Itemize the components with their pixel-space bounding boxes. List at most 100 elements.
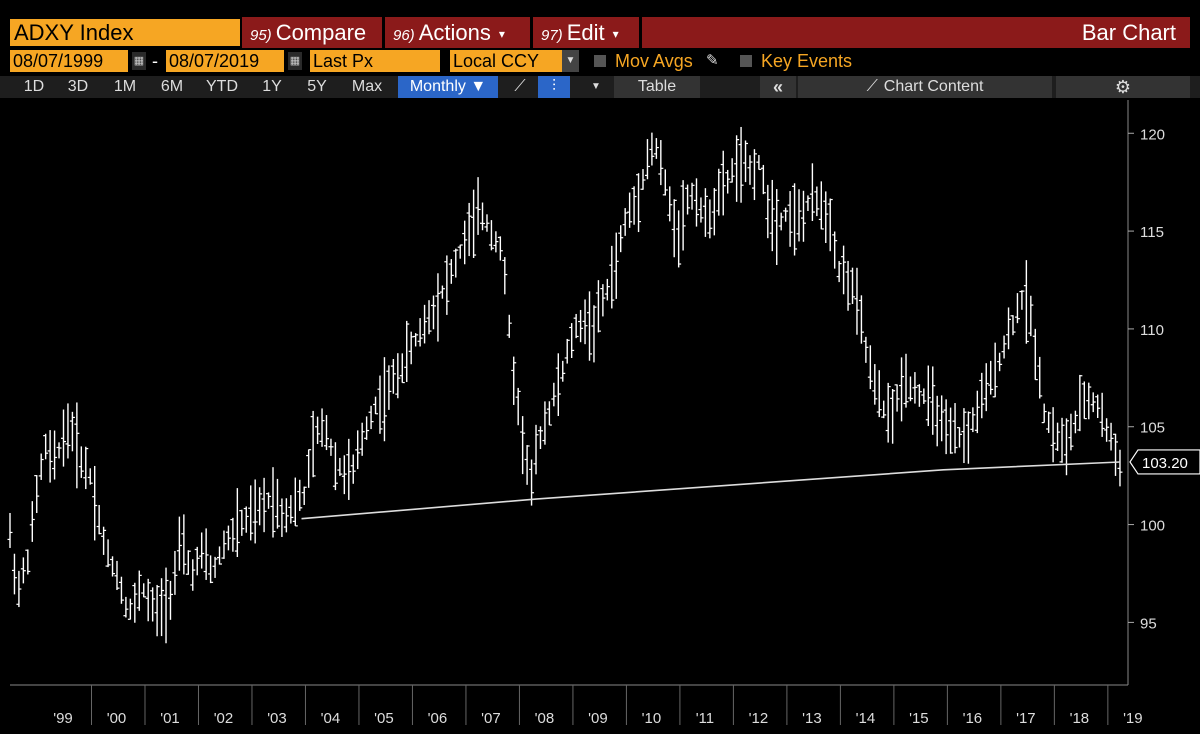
ohlc-bar [399,353,405,384]
ohlc-bar [221,530,227,559]
edit-button[interactable]: 97) Edit ▾ [533,17,639,48]
ohlc-bar [867,345,873,390]
compare-button[interactable]: 95) Compare [242,17,382,48]
ohlc-bar [876,370,882,418]
ohlc-bar [1010,315,1016,336]
range-1m-button[interactable]: 1M [113,78,137,95]
ohlc-bar [315,416,321,444]
pencil-icon[interactable]: ✎ [706,52,719,69]
collapse-icon[interactable]: « [760,76,796,98]
chevron-down-icon: ▾ [498,26,505,41]
ohlc-bar [609,245,615,309]
chevron-down-icon[interactable]: ▼ [562,50,579,72]
actions-button[interactable]: 96) Actions ▾ [385,17,530,48]
range-1y-button[interactable]: 1Y [262,78,282,95]
ohlc-bar [439,285,445,299]
ohlc-bar [20,557,26,584]
ohlc-bar [578,309,584,343]
edit-label: Edit [566,20,605,45]
ohlc-bar [52,430,58,480]
range-3d-button[interactable]: 3D [67,78,89,95]
ohlc-bar [560,360,566,382]
ohlc-bar [1090,392,1096,413]
ohlc-bar [707,199,713,239]
ohlc-bar [814,186,820,217]
ohlc-bar [533,424,539,475]
y-tick-label: 115 [1140,224,1164,241]
ohlc-bar [323,415,329,451]
calendar-icon[interactable]: ▦ [288,52,302,70]
ohlc-bar [1081,381,1087,420]
ohlc-bar [332,442,338,491]
ohlc-bar [836,261,842,283]
ohlc-bar [997,352,1003,372]
ohlc-bar [364,416,370,440]
range-1d-button[interactable]: 1D [23,78,45,95]
ohlc-bar [426,300,432,335]
ohlc-bar [787,191,793,247]
ohlc-bar [288,495,294,524]
x-tick-label: '99 [53,710,73,727]
ohlc-bar [1032,328,1038,381]
ohlc-bar [248,485,254,541]
x-tick-label: '14 [856,710,876,727]
mov-avgs-checkbox[interactable] [594,55,606,67]
x-tick-label: '03 [267,710,287,727]
ohlc-bar [1041,403,1047,424]
range-max-button[interactable]: Max [351,78,383,95]
ohlc-bar [199,532,205,569]
ohlc-bar [569,323,575,358]
ohlc-bar [261,477,267,533]
ohlc-bar [640,169,646,190]
last-value-label: 103.20 [1129,449,1200,475]
currency-select[interactable]: Local CCY [450,50,562,72]
key-events-checkbox[interactable] [740,55,752,67]
ohlc-bar [529,459,535,506]
price-field-select[interactable]: Last Px [310,50,440,72]
ohlc-bar [47,430,53,483]
ohlc-bar [537,426,543,450]
ohlc-bar [636,173,642,233]
ohlc-bar [974,390,980,434]
mov-avgs-label: Mov Avgs [615,51,693,71]
periodicity-select[interactable]: Monthly ▼ [398,76,498,98]
x-tick-label: '17 [1016,710,1036,727]
ohlc-bar [653,138,659,159]
ohlc-bar [448,259,454,284]
x-tick-label: '06 [428,710,448,727]
line-chart-icon[interactable]: ⟋ [514,78,526,95]
ohlc-bar [1104,418,1110,442]
ohlc-bar [769,179,775,252]
ohlc-bar [78,446,84,478]
range-ytd-button[interactable]: YTD [206,78,238,95]
chart-content-label: Chart Content [883,78,984,95]
ohlc-bar [631,186,637,225]
ohlc-bar [943,399,949,455]
calendar-icon[interactable]: ▦ [132,52,146,70]
bar-chart-icon[interactable]: ⫶ [538,76,570,98]
ohlc-bar [992,342,998,398]
ticker-field[interactable]: ADXY Index [10,19,240,46]
gear-icon[interactable]: ⚙ [1056,76,1190,98]
chart-style-dropdown[interactable]: ▼ [591,81,601,92]
chart-content-button[interactable]: ⟋ Chart Content [798,76,1052,98]
ohlc-bar [346,438,352,500]
ohlc-bar [96,504,102,535]
x-tick-label: '16 [963,710,983,727]
ohlc-bar [355,430,361,470]
end-date-field[interactable]: 08/07/2019 [166,50,284,72]
bar-chart: 95 100 105 110 115 120 '99 '00 '01 '02 '03 '04 '05 '0… [0,100,1200,734]
ohlc-bar [845,260,851,311]
ohlc-bar [310,410,316,478]
ohlc-bar [573,313,579,339]
ohlc-bar [337,457,343,476]
ohlc-bar [546,401,552,426]
ohlc-bar [1014,293,1020,324]
ohlc-bar [136,570,142,611]
ohlc-bar [854,267,860,335]
start-date-field[interactable]: 08/07/1999 [10,50,128,72]
range-5y-button[interactable]: 5Y [307,78,327,95]
table-button[interactable]: Table [614,76,700,98]
range-6m-button[interactable]: 6M [160,78,184,95]
ohlc-bar [1006,307,1012,350]
